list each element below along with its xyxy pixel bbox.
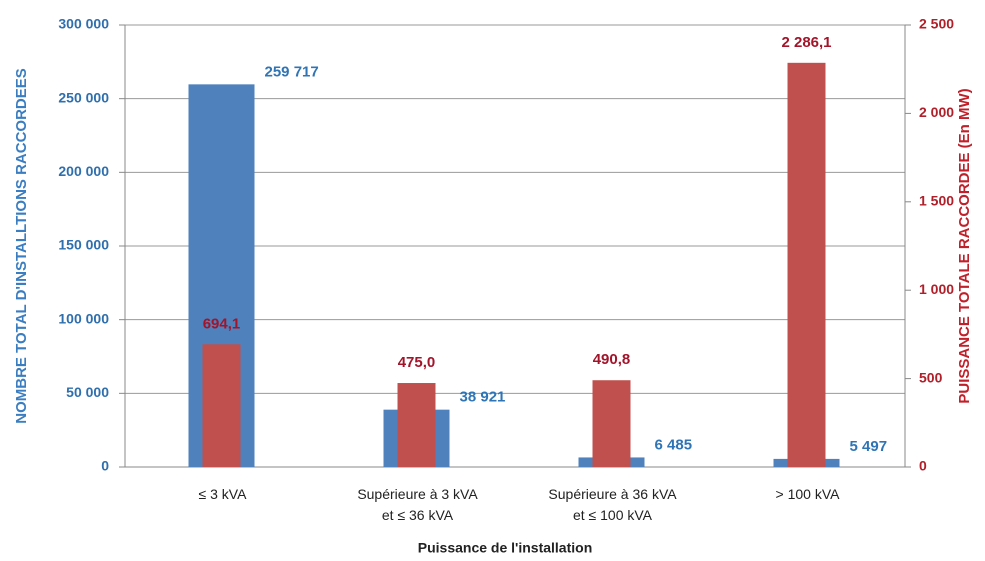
bar — [787, 62, 826, 468]
y-tick-label: 200 000 — [58, 163, 109, 179]
value-label: 475,0 — [398, 354, 436, 371]
value-label: 2 286,1 — [781, 34, 831, 51]
value-label: 259 717 — [265, 63, 319, 80]
y-axis-title: NOMBRE TOTAL D'INSTALLTIONS RACCORDEES — [13, 68, 30, 424]
y-tick-label: 100 000 — [58, 310, 109, 326]
y2-tick-label: 2 000 — [919, 104, 954, 120]
y2-tick-label: 2 500 — [919, 16, 954, 32]
value-label: 490,8 — [593, 351, 631, 368]
y2-tick-label: 1 000 — [919, 281, 954, 297]
x-tick-label: ≤ 3 kVA — [198, 486, 247, 502]
y-tick-label: 300 000 — [58, 16, 109, 32]
x-tick-label: > 100 kVA — [775, 486, 840, 502]
y-tick-label: 0 — [101, 458, 109, 474]
bar — [202, 344, 241, 467]
y-tick-label: 50 000 — [66, 384, 109, 400]
x-tick-label: Supérieure à 36 kVA et ≤ 100 kVA — [548, 486, 677, 523]
value-label: 694,1 — [203, 315, 241, 332]
x-tick-label: Supérieure à 3 kVA et ≤ 36 kVA — [357, 486, 478, 523]
value-label: 38 921 — [460, 389, 506, 406]
y2-tick-label: 1 500 — [919, 193, 954, 209]
value-label: 5 497 — [850, 438, 888, 455]
value-label: 6 485 — [655, 436, 693, 453]
y2-axis-title: PUISSANCE TOTALE RACCORDEE (En MW) — [956, 88, 973, 403]
bar — [397, 383, 436, 467]
bar — [592, 380, 631, 467]
y-tick-label: 250 000 — [58, 89, 109, 105]
x-axis-title: Puissance de l'installation — [418, 540, 593, 556]
y2-tick-label: 0 — [919, 458, 927, 474]
y-tick-label: 150 000 — [58, 237, 109, 253]
y2-tick-label: 500 — [919, 369, 943, 385]
